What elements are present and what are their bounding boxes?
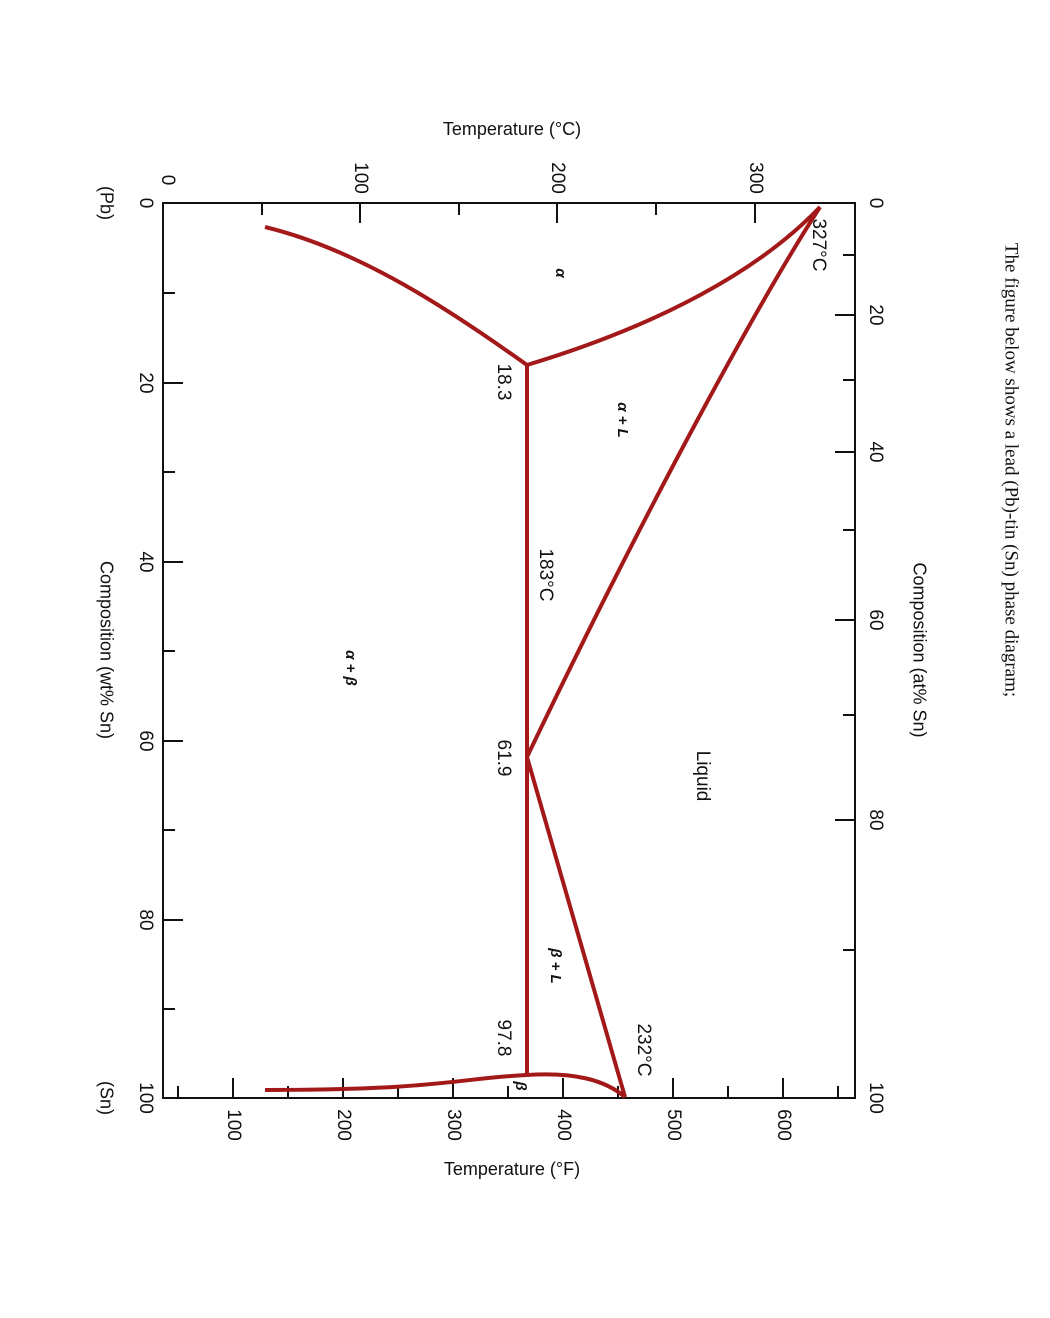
region-label: Liquid [692, 751, 713, 802]
region-label: α [552, 268, 569, 278]
point-label: 97.8 [493, 1020, 514, 1057]
tick-label: 600 [773, 1109, 794, 1141]
tick-label: 100 [135, 1082, 156, 1114]
region-label: α + β [342, 650, 359, 686]
solidus-alpha [526, 205, 822, 367]
tick-label: 40 [135, 551, 156, 572]
caption: The figure below shows a lead (Pb)-tin (… [1001, 243, 1022, 697]
point-label: 61.9 [493, 740, 514, 777]
tick-label: 80 [135, 909, 156, 930]
region-label: β + L [547, 947, 564, 984]
tick-label: 60 [865, 609, 886, 630]
plot-frame [162, 202, 856, 1099]
solidus-beta [526, 1072, 627, 1099]
tick-label: 20 [865, 304, 886, 325]
tick-label: 200 [547, 162, 568, 194]
tick-label: 500 [663, 1109, 684, 1141]
axis-title: Temperature (°F) [444, 1159, 580, 1179]
tick-label: 200 [333, 1109, 354, 1141]
axis-end-label: (Pb) [96, 186, 116, 220]
liquidus-right [525, 756, 627, 1098]
point-label: 18.3 [493, 364, 514, 401]
solvus-alpha [264, 225, 529, 367]
tick-label: 100 [350, 162, 371, 194]
tick-label: 20 [135, 372, 156, 393]
tick-label: 400 [553, 1109, 574, 1141]
tick-label: 0 [135, 198, 156, 209]
tick-label: 80 [865, 809, 886, 830]
point-label: 183°C [535, 548, 556, 601]
axis-title: Temperature (°C) [443, 119, 581, 139]
tick-label: 300 [745, 162, 766, 194]
tick-label: 0 [157, 175, 178, 186]
region-label: α + L [614, 402, 631, 438]
region-label: β [512, 1080, 529, 1090]
tick-label: 100 [865, 1082, 886, 1114]
tick-label: 40 [865, 441, 886, 462]
point-label: 232°C [633, 1023, 654, 1076]
axis-title: Composition (at% Sn) [909, 562, 929, 737]
tick-label: 300 [443, 1109, 464, 1141]
tick-label: 60 [135, 730, 156, 751]
point-label: 327°C [808, 218, 829, 271]
tick-label: 100 [223, 1109, 244, 1141]
liquidus-left [525, 205, 822, 758]
axis-title: Composition (wt% Sn) [96, 561, 116, 739]
axes [162, 202, 856, 1099]
tick-label: 0 [865, 198, 886, 209]
solvus-beta [264, 1073, 528, 1092]
axis-end-label: (Sn) [96, 1081, 116, 1115]
